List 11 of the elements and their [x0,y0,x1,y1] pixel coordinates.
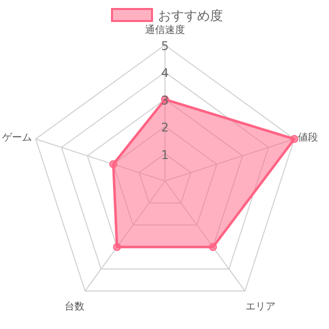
y-tick-label: 5 [161,39,169,53]
spoke-label: 台数 [64,300,84,313]
spoke-label: エリア [246,302,276,313]
spoke-label: ゲーム [2,132,32,144]
spoke-label: 値段 [298,131,318,144]
legend-label: おすすめ度 [158,8,223,24]
spoke-label: 通信速度 [145,24,185,36]
y-tick-label: 3 [161,93,169,108]
y-tick-label: 4 [161,66,169,80]
y-tick-label: 2 [161,120,169,135]
y-tick-label: 1 [161,148,169,162]
